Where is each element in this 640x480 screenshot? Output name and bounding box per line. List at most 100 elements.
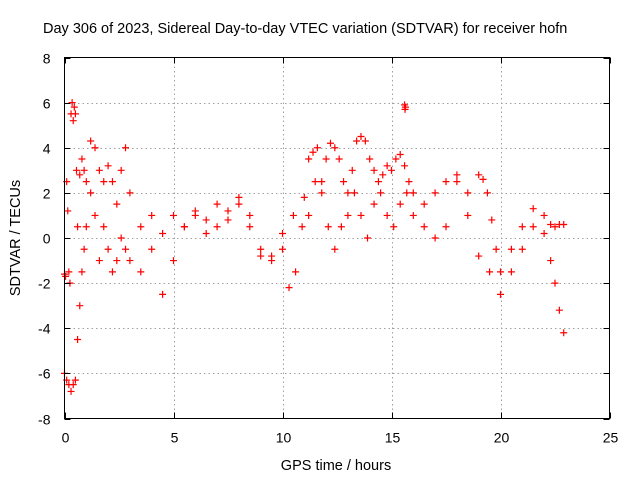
data-point [87,189,95,197]
data-point [383,162,391,170]
data-point [374,178,382,186]
data-point [311,178,319,186]
data-point [170,257,177,265]
data-point [392,155,400,163]
data-point [78,155,86,163]
data-point [82,178,90,186]
data-point [540,211,548,219]
data-point [191,211,199,219]
data-point [497,290,504,298]
data-point [224,216,232,224]
data-point [104,245,112,253]
data-point [431,234,439,242]
data-point [113,200,121,208]
x-tick-label: 0 [62,430,70,446]
data-point [409,211,417,219]
y-axis-label: SDTVAR / TECUs [8,180,24,296]
x-tick-label: 20 [494,430,510,446]
data-point [337,223,345,231]
data-point [357,211,365,219]
data-point [148,245,156,253]
data-point [95,166,103,174]
data-point [383,211,391,219]
data-point [464,189,472,197]
data-point [70,103,78,111]
x-tick-label: 5 [171,430,179,446]
data-point [344,211,352,219]
data-point [76,302,84,310]
data-point [370,200,378,208]
data-point [370,166,378,174]
data-point [246,211,254,219]
data-point [159,290,167,298]
data-point [340,178,348,186]
data-point [71,110,79,118]
data-point [344,189,352,197]
data-point [540,229,548,237]
y-tick-labels: -8 -6 -4 -2 0 2 4 6 8 [38,51,51,428]
data-point [361,137,369,145]
data-point [529,205,537,213]
data-point [268,257,276,265]
data-point [72,166,80,174]
data-point [69,117,77,125]
data-point [300,193,308,201]
data-point [100,223,108,231]
data-point [409,189,417,197]
data-point [104,162,112,170]
data-point [305,155,313,163]
data-point [113,257,121,265]
grid-lines [64,57,610,419]
data-point [257,252,265,260]
data-point [507,245,515,253]
data-point [313,144,321,152]
x-tick-label: 15 [385,430,401,446]
data-point [67,387,75,395]
y-tick-label: -4 [38,321,51,337]
data-point [95,257,103,265]
data-point [235,200,243,208]
data-point [108,268,116,276]
axis-ticks [64,57,611,420]
data-points [61,99,568,395]
data-point [298,223,306,231]
data-point [170,211,177,219]
data-point [91,211,99,219]
data-point [74,336,82,344]
data-point [396,151,404,159]
data-point [555,306,563,314]
data-point [326,139,334,147]
y-tick-label: -2 [38,276,51,292]
data-point [453,178,461,186]
data-point [547,220,555,228]
data-point [279,245,286,253]
data-point [324,223,332,231]
data-point [420,200,428,208]
data-point [318,189,326,197]
data-point [80,166,88,174]
data-point [68,99,76,107]
data-point [148,211,156,219]
x-axis-label: GPS time / hours [281,458,391,474]
data-point [547,257,555,265]
chart-title: Day 306 of 2023, Sidereal Day-to-day VTE… [43,21,567,37]
data-point [74,223,82,231]
data-point [100,178,108,186]
data-point [213,200,221,208]
data-point [279,229,286,237]
data-point [518,223,526,231]
data-point [350,189,358,197]
data-point [80,245,88,253]
y-tick-label: -8 [38,412,51,428]
data-point [318,178,326,186]
data-point [488,216,496,224]
data-point [518,245,526,253]
x-tick-label: 10 [276,430,292,446]
data-point [235,193,243,201]
data-point [403,189,411,197]
data-point [180,223,188,231]
data-point [322,155,330,163]
y-tick-label: 2 [43,186,51,202]
data-point [202,229,210,237]
